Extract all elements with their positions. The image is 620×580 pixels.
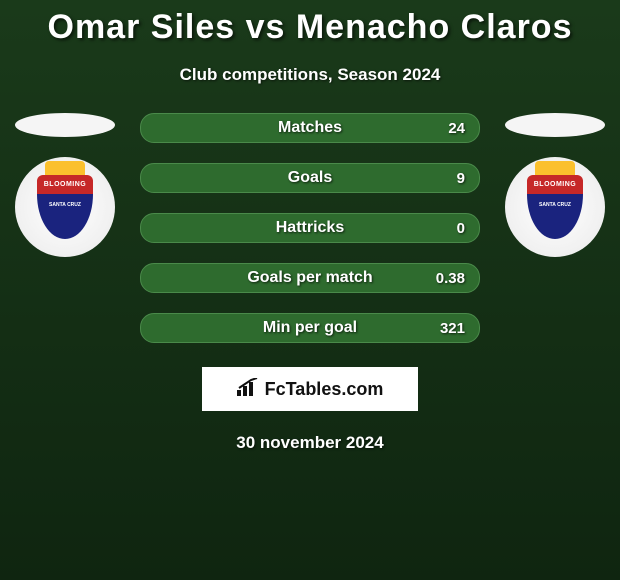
stat-value-right: 0 [457,220,465,237]
chart-icon [237,378,259,401]
stat-value-right: 9 [457,170,465,187]
page-subtitle: Club competitions, Season 2024 [0,65,620,85]
stat-value-right: 0.38 [436,270,465,287]
badge-text-bottom: SANTA CRUZ [539,202,571,208]
stat-value-right: 24 [448,120,465,137]
stat-row-gpm: Goals per match 0.38 [140,263,480,293]
badge-text-top: BLOOMING [44,181,87,188]
player-avatar-placeholder [505,113,605,137]
player-avatar-placeholder [15,113,115,137]
stat-row-matches: Matches 24 [140,113,480,143]
date-text: 30 november 2024 [0,433,620,453]
brand-banner[interactable]: FcTables.com [202,367,418,411]
page-title: Omar Siles vs Menacho Claros [0,0,620,47]
stat-row-hattricks: Hattricks 0 [140,213,480,243]
stat-label: Goals per match [247,269,372,287]
badge-text-bottom: SANTA CRUZ [49,202,81,208]
stat-row-goals: Goals 9 [140,163,480,193]
shield-icon: BLOOMING SANTA CRUZ [37,175,93,239]
left-club-badge: BLOOMING SANTA CRUZ [15,157,115,257]
stat-label: Matches [278,119,342,137]
right-player-column: BLOOMING SANTA CRUZ [500,113,610,257]
stat-label: Min per goal [263,319,357,337]
brand-text: FcTables.com [265,379,384,400]
stat-label: Goals [288,169,332,187]
left-player-column: BLOOMING SANTA CRUZ [10,113,120,257]
shield-icon: BLOOMING SANTA CRUZ [527,175,583,239]
badge-text-top: BLOOMING [534,181,577,188]
comparison-content: BLOOMING SANTA CRUZ Matches 24 Goals 9 H… [0,113,620,343]
stat-label: Hattricks [276,219,344,237]
stat-value-right: 321 [440,320,465,337]
stat-row-mpg: Min per goal 321 [140,313,480,343]
right-club-badge: BLOOMING SANTA CRUZ [505,157,605,257]
stats-table: Matches 24 Goals 9 Hattricks 0 Goals per… [140,113,480,343]
